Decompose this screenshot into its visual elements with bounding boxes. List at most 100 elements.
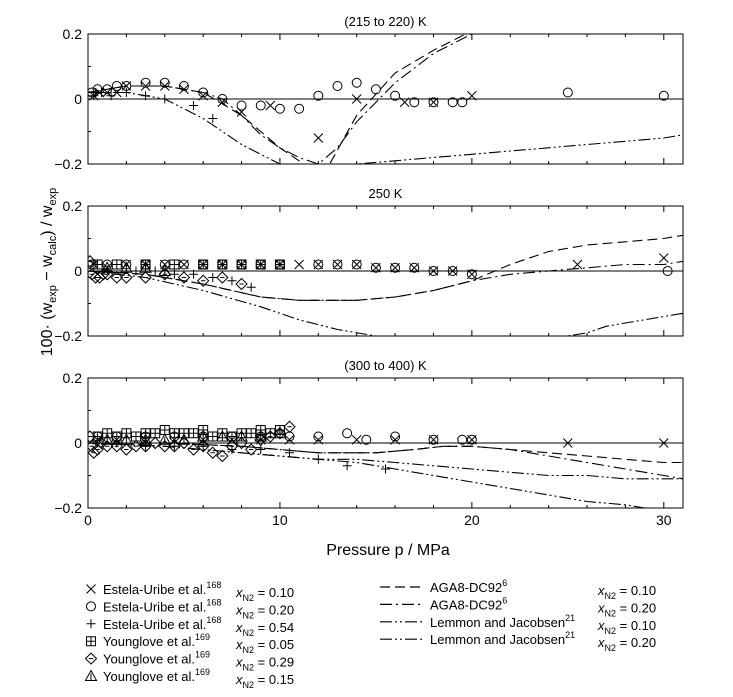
legend-marker-diamond [84, 652, 98, 665]
data-point-circle [390, 431, 401, 442]
data-point-circle [236, 100, 247, 111]
panel-2: 250 K −0.2 0 0.2 [54, 186, 684, 344]
x-tick-label: 20 [464, 512, 480, 528]
data-point-circle [428, 266, 439, 276]
data-point-diamond [283, 420, 296, 433]
data-point-circle [255, 100, 266, 111]
legend-value: xN2 = 0.10 [597, 583, 656, 601]
legend-value: xN2 = 0.54 [235, 620, 294, 638]
legend-entry: Younglove et al.169 xN2 = 0.05 [86, 632, 294, 655]
model-curve [88, 260, 683, 301]
data-point-diamond [216, 271, 229, 284]
model-curve [88, 442, 648, 508]
legend-marker-x [86, 584, 96, 594]
data-point-square [236, 259, 247, 270]
data-point-x [265, 100, 276, 111]
data-point-circle [217, 94, 228, 104]
data-point-square [111, 431, 122, 442]
data-point-circle [313, 90, 324, 101]
data-point-triangle [139, 433, 152, 445]
model-curve [564, 312, 683, 336]
legend-value: xN2 = 0.10 [597, 618, 656, 636]
data-point-circle [428, 434, 439, 445]
x-tick-label: 10 [272, 512, 288, 528]
data-point-square [150, 428, 161, 439]
data-point-circle [102, 84, 113, 95]
data-point-plus [106, 91, 116, 101]
data-point-plus [227, 276, 237, 286]
data-point-plus [313, 454, 323, 464]
legend: Estela-Uribe et al.168 xN2 = 0.10Estela-U… [84, 578, 656, 690]
legend-entry: Younglove et al.169 xN2 = 0.15 [84, 667, 294, 690]
panel-title: 250 K [369, 186, 403, 201]
data-point-circle [457, 97, 468, 108]
panel-3: (300 to 400) K−0.200.20 10 20 30 [54, 358, 684, 528]
data-point-plus [285, 448, 295, 458]
data-point-plus [89, 91, 99, 101]
data-point-plus [169, 269, 179, 279]
data-point-x [351, 434, 362, 445]
x-tick-label: 0 [84, 512, 92, 528]
data-point-square [255, 259, 266, 270]
data-point-plus [246, 282, 256, 292]
legend-label: Estela-Uribe et al.168 [103, 580, 221, 597]
data-point-plus [256, 445, 266, 454]
data-point-x [467, 90, 477, 101]
data-point-square [207, 431, 218, 442]
data-point-x [399, 97, 410, 108]
data-point-circle [658, 90, 669, 101]
data-point-square [217, 259, 228, 270]
y-tick-label: −0.2 [54, 328, 82, 344]
data-point-diamond [88, 446, 100, 459]
data-point-circle [457, 434, 468, 445]
legend-marker-plus [86, 619, 96, 629]
data-point-diamond [187, 443, 200, 456]
y-tick-label: 0 [74, 91, 82, 107]
y-tick-label: −0.2 [54, 500, 82, 516]
data-point-triangle [100, 433, 114, 445]
data-point-circle [140, 77, 151, 88]
legend-label: AGA8-DC926 [430, 578, 507, 595]
data-point-diamond [216, 449, 229, 463]
data-point-circle [662, 266, 673, 276]
x-axis-label: Pressure p / MPa [326, 542, 450, 559]
data-point-circle [111, 81, 122, 91]
data-point-circle [447, 97, 458, 108]
model-curve [88, 34, 474, 164]
data-point-diamond [110, 271, 123, 284]
data-point-plus [121, 88, 131, 97]
data-point-circle [294, 103, 305, 114]
data-point-triangle [120, 261, 133, 273]
data-point-diamond [139, 271, 152, 284]
legend-label: Lemmon and Jacobsen21 [430, 613, 575, 630]
data-point-diamond [196, 440, 210, 453]
data-point-circle [409, 262, 420, 273]
data-point-plus [131, 266, 141, 276]
data-point-circle [361, 434, 372, 445]
data-point-plus [150, 266, 160, 276]
legend-marker-triangle [84, 669, 98, 681]
data-point-circle [351, 259, 362, 270]
model-curve [88, 442, 683, 480]
data-point-triangle [196, 429, 210, 442]
data-point-diamond [88, 440, 99, 453]
data-point-x [217, 97, 228, 108]
data-point-plus [141, 91, 151, 101]
data-point-circle [313, 431, 324, 442]
data-point-x [159, 81, 170, 91]
data-point-square [130, 431, 141, 442]
data-point-x [351, 94, 362, 104]
data-point-diamond [148, 436, 162, 450]
data-point-plus [208, 114, 218, 123]
data-point-circle [274, 103, 285, 114]
legend-value: xN2 = 0.15 [235, 672, 294, 690]
y-tick-label: −0.2 [54, 156, 82, 172]
data-point-diamond [177, 271, 191, 284]
legend-value: xN2 = 0.20 [235, 602, 294, 620]
data-point-triangle [216, 429, 229, 442]
data-point-triangle [120, 433, 133, 445]
legend-entry: Lemmon and Jacobsen21 xN2 = 0.10 [380, 613, 656, 636]
data-point-x [179, 84, 189, 95]
model-curve [88, 270, 380, 336]
